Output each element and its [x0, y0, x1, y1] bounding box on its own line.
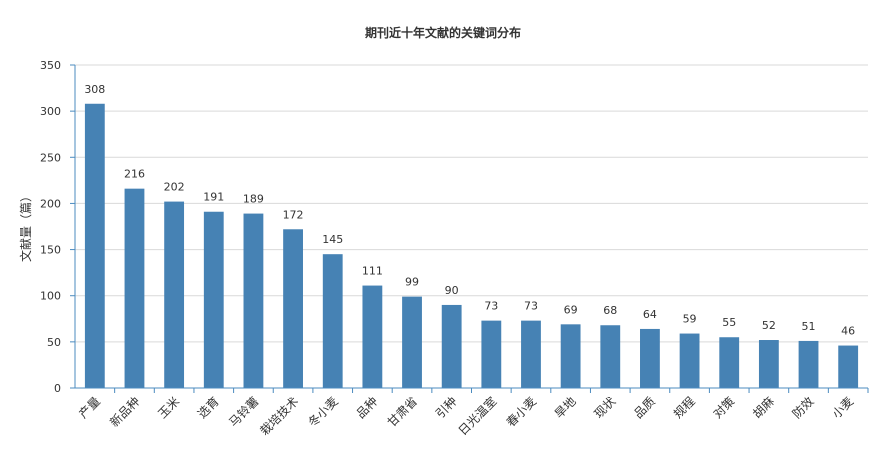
x-tick-label: 规程: [670, 394, 698, 422]
data-label: 216: [124, 168, 145, 181]
y-tick-label: 0: [54, 382, 61, 395]
x-tick-label: 品种: [354, 394, 381, 421]
bar-8[interactable]: [402, 296, 422, 388]
x-tick-label: 日光温室: [455, 394, 500, 439]
bar-6[interactable]: [322, 254, 343, 388]
bar-4[interactable]: [243, 213, 264, 388]
bar-0[interactable]: [84, 103, 105, 388]
data-label: 90: [445, 284, 459, 297]
data-label: 64: [643, 308, 657, 321]
y-tick-label: 250: [40, 151, 61, 164]
bar-14[interactable]: [640, 328, 660, 388]
y-axis-label: 文献量（篇）: [18, 190, 33, 262]
bar-17[interactable]: [758, 340, 779, 388]
data-label: 145: [322, 233, 343, 246]
x-tick-label: 防效: [789, 394, 817, 422]
bar-18[interactable]: [798, 340, 819, 388]
x-tick-label: 选育: [194, 394, 222, 422]
bars: [84, 103, 859, 388]
x-tick-label: 新品种: [107, 394, 143, 430]
x-tick-label: 引种: [433, 394, 460, 421]
x-tick-label: 甘肃省: [385, 394, 420, 429]
gridlines: [75, 64, 868, 343]
chart-title: 期刊近十年文献的关键词分布: [365, 25, 521, 40]
data-label: 202: [164, 181, 185, 194]
x-tick-label: 现状: [592, 394, 619, 421]
data-label: 69: [564, 303, 578, 316]
y-tick-label: 200: [40, 197, 61, 210]
bar-19[interactable]: [838, 345, 859, 388]
y-tick-label: 150: [40, 244, 61, 257]
x-tick-label: 栽培技术: [257, 394, 302, 439]
data-label: 73: [484, 300, 498, 313]
x-tick-label: 玉米: [155, 394, 182, 421]
data-labels: 308 216 202 191 189 172 145 111 99 90 73 73 69 68 64 59…: [84, 83, 855, 338]
x-tick-label: 小麦: [829, 394, 856, 421]
data-label: 59: [683, 313, 697, 326]
bar-12[interactable]: [560, 324, 581, 388]
bar-15[interactable]: [679, 333, 700, 388]
bar-5[interactable]: [283, 229, 303, 388]
bar-10[interactable]: [481, 320, 502, 388]
bar-2[interactable]: [164, 201, 185, 388]
data-label: 308: [84, 83, 105, 96]
bar-1[interactable]: [124, 188, 145, 388]
x-tick-label: 胡麻: [749, 394, 777, 422]
y-tick-label: 50: [47, 336, 61, 349]
data-label: 73: [524, 300, 538, 313]
x-tick-label: 冬小麦: [305, 394, 341, 430]
y-tick-label: 350: [40, 59, 61, 72]
y-tick-label: 300: [40, 105, 61, 118]
bar-16[interactable]: [719, 337, 740, 388]
bar-11[interactable]: [521, 320, 541, 388]
y-axis-ticks: 0 50 100 150 200 250 300 350: [40, 59, 75, 395]
data-label: 99: [405, 276, 419, 289]
data-label: 191: [203, 191, 224, 204]
bar-9[interactable]: [441, 304, 462, 388]
bar-7[interactable]: [362, 285, 383, 388]
x-tick-label: 旱地: [552, 394, 579, 421]
data-label: 111: [362, 265, 383, 278]
x-axis-ticks: 产量 新品种 玉米 选育 马铃薯栽培技术 冬小麦 品种 甘肃省 引种日光温室 春小麦 旱地 现状 品质规…: [76, 388, 869, 439]
y-tick-label: 100: [40, 290, 61, 303]
x-tick-label: 品质: [631, 394, 658, 421]
data-label: 172: [283, 208, 304, 221]
data-label: 68: [603, 304, 617, 317]
x-tick-label: 产量: [76, 394, 103, 421]
data-label: 189: [243, 193, 264, 206]
x-tick-label: 马铃薯: [225, 394, 261, 430]
x-tick-label: 春小麦: [504, 394, 539, 429]
x-tick-label: 对策: [710, 394, 737, 421]
data-label: 46: [841, 325, 855, 338]
bar-3[interactable]: [203, 211, 224, 388]
data-label: 55: [722, 316, 736, 329]
bar-13[interactable]: [600, 325, 621, 388]
data-label: 51: [802, 320, 816, 333]
data-label: 52: [762, 319, 776, 332]
